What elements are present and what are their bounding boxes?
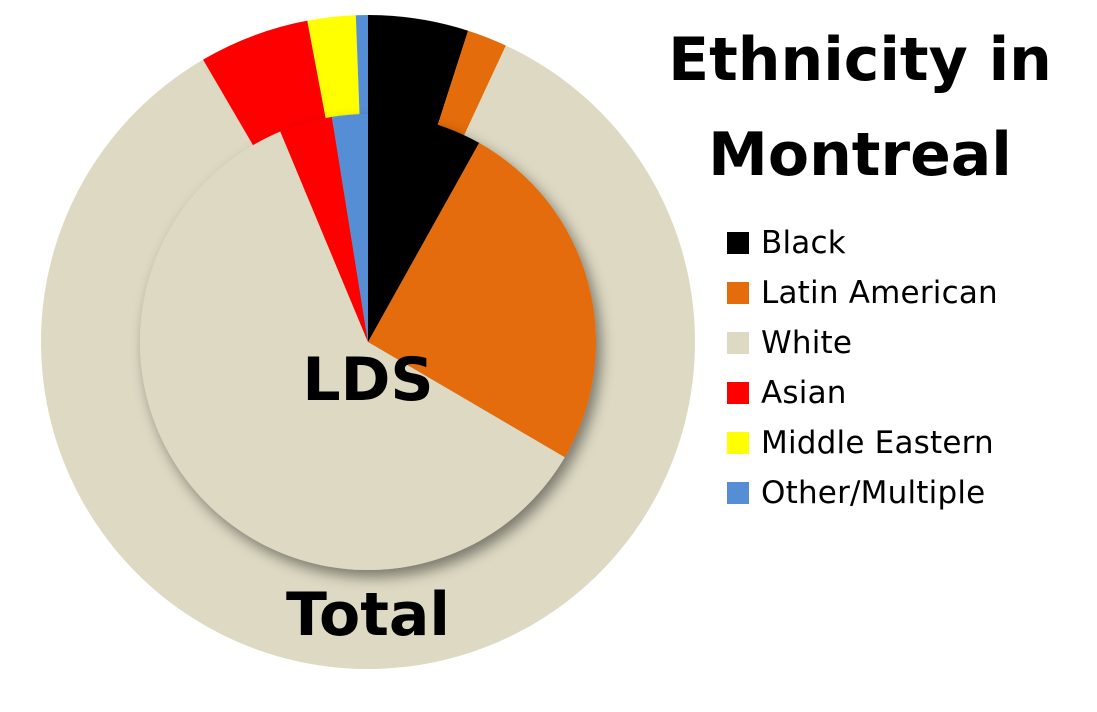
legend-swatch bbox=[727, 282, 749, 304]
legend-item-black: Black bbox=[727, 218, 998, 268]
chart-title-line-2: Montreal bbox=[708, 120, 1012, 190]
legend-item-latin-american: Latin American bbox=[727, 268, 998, 318]
legend-item-asian: Asian bbox=[727, 368, 998, 418]
lds-slice-latin-american bbox=[368, 142, 596, 458]
legend-label: White bbox=[761, 325, 853, 361]
chart-title-line-1: Ethnicity in bbox=[668, 25, 1052, 95]
legend-swatch bbox=[727, 432, 749, 454]
legend-swatch bbox=[727, 232, 749, 254]
total-label: Total bbox=[286, 580, 450, 650]
legend: Black Latin American White Asian Middle … bbox=[727, 218, 998, 518]
legend-label: Black bbox=[761, 225, 846, 261]
legend-swatch bbox=[727, 332, 749, 354]
lds-slice-white bbox=[139, 131, 565, 571]
lds-slice-black bbox=[368, 114, 480, 342]
legend-label: Asian bbox=[761, 375, 847, 411]
legend-item-white: White bbox=[727, 318, 998, 368]
legend-swatch bbox=[727, 382, 749, 404]
legend-label: Other/Multiple bbox=[761, 475, 986, 511]
legend-label: Latin American bbox=[761, 275, 998, 311]
legend-label: Middle Eastern bbox=[761, 425, 994, 461]
lds-pie bbox=[139, 114, 596, 571]
lds-slice-asian bbox=[280, 116, 368, 342]
lds-label: LDS bbox=[302, 345, 433, 415]
legend-item-middle-eastern: Middle Eastern bbox=[727, 418, 998, 468]
legend-swatch bbox=[727, 482, 749, 504]
lds-slice-other-multiple bbox=[331, 114, 368, 342]
legend-item-other-multiple: Other/Multiple bbox=[727, 468, 998, 518]
